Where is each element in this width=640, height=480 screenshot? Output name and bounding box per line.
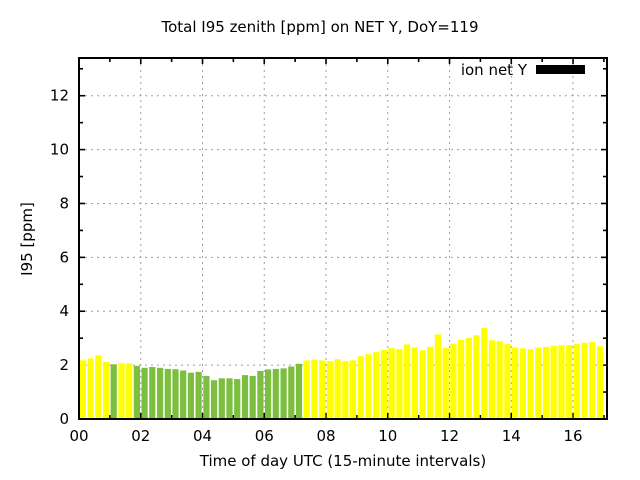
bar-07:15	[303, 360, 310, 419]
bar-04:15	[211, 380, 218, 419]
bar-14:45	[535, 347, 542, 419]
x-tick-label-02: 02	[131, 427, 150, 445]
bar-11:45	[442, 347, 449, 419]
bar-15:45	[566, 345, 573, 419]
bar-01:45	[133, 365, 140, 419]
bar-06:45	[288, 366, 295, 419]
bar-13:00	[481, 327, 488, 419]
bar-08:15	[334, 359, 341, 419]
bar-14:15	[519, 348, 526, 419]
bar-12:00	[450, 344, 457, 419]
x-tick-label-10: 10	[378, 427, 397, 445]
bar-04:30	[218, 378, 225, 419]
bar-00:00	[79, 360, 86, 419]
bar-05:00	[234, 379, 241, 419]
bar-09:45	[380, 350, 387, 419]
bar-16:00	[573, 344, 580, 419]
x-tick-label-12: 12	[440, 427, 459, 445]
bar-02:30	[157, 367, 164, 419]
bar-11:00	[419, 350, 426, 419]
bar-07:00	[295, 363, 303, 419]
bar-06:00	[265, 369, 272, 419]
bar-03:45	[195, 371, 202, 419]
bar-15:30	[558, 345, 565, 419]
bar-14:00	[512, 347, 519, 419]
x-tick-label-06: 06	[255, 427, 274, 445]
bar-12:45	[473, 335, 480, 419]
y-axis-label: I95 [ppm]	[18, 202, 36, 276]
bar-16:30	[589, 342, 596, 419]
bar-13:15	[488, 340, 496, 419]
bar-09:15	[365, 354, 372, 419]
bar-11:15	[427, 346, 434, 419]
bar-03:15	[180, 370, 187, 419]
bar-07:45	[319, 360, 326, 419]
bar-03:30	[187, 372, 194, 419]
bar-12:30	[465, 337, 472, 419]
bar-04:00	[203, 375, 210, 419]
bar-10:45	[411, 347, 418, 419]
bar-01:00	[110, 364, 117, 419]
bar-01:15	[118, 363, 125, 419]
bar-15:15	[550, 345, 557, 419]
bar-05:15	[241, 375, 249, 419]
y-tick-label-2: 2	[59, 356, 69, 374]
y-tick-label-4: 4	[59, 302, 69, 320]
y-tick-label-0: 0	[59, 410, 69, 428]
bar-16:45	[597, 346, 604, 419]
bar-09:30	[373, 352, 380, 419]
bar-02:15	[149, 367, 156, 419]
bar-00:45	[102, 361, 110, 419]
chart-title: Total I95 zenith [ppm] on NET Y, DoY=119	[161, 18, 479, 36]
x-tick-label-04: 04	[193, 427, 212, 445]
x-axis-label: Time of day UTC (15-minute intervals)	[199, 452, 487, 470]
y-tick-label-10: 10	[50, 141, 69, 159]
bar-12:15	[458, 339, 465, 419]
x-tick-label-00: 00	[69, 427, 88, 445]
bar-06:15	[272, 368, 279, 419]
bar-01:30	[126, 363, 133, 419]
plot-border	[78, 57, 608, 420]
bar-07:30	[311, 359, 318, 419]
bar-08:00	[326, 361, 333, 419]
y-tick-label-6: 6	[59, 248, 69, 266]
bar-15:00	[542, 346, 550, 419]
bar-03:00	[172, 369, 179, 419]
bar-05:30	[249, 375, 256, 419]
bar-16:15	[581, 342, 588, 419]
y-tick-label-12: 12	[50, 87, 69, 105]
bar-09:00	[357, 356, 364, 419]
x-tick-label-08: 08	[316, 427, 335, 445]
bar-14:30	[527, 349, 534, 419]
bar-05:45	[257, 371, 264, 419]
x-tick-label-14: 14	[502, 427, 521, 445]
y-tick-label-8: 8	[59, 194, 69, 212]
bar-13:45	[504, 344, 511, 419]
bar-10:00	[388, 348, 395, 419]
bar-02:45	[164, 368, 171, 419]
bar-10:30	[404, 344, 411, 419]
bar-04:45	[226, 378, 233, 419]
legend-label: ion net Y	[461, 61, 528, 79]
bar-02:00	[141, 367, 148, 419]
x-tick-label-16: 16	[563, 427, 582, 445]
legend-swatch	[536, 65, 585, 74]
bar-00:15	[87, 358, 94, 419]
bar-00:30	[95, 355, 102, 419]
bar-08:30	[342, 361, 349, 419]
bar-08:45	[349, 360, 357, 419]
bar-06:30	[280, 368, 287, 419]
bar-11:30	[434, 334, 441, 419]
bar-10:15	[396, 349, 403, 419]
bar-13:30	[496, 341, 503, 419]
